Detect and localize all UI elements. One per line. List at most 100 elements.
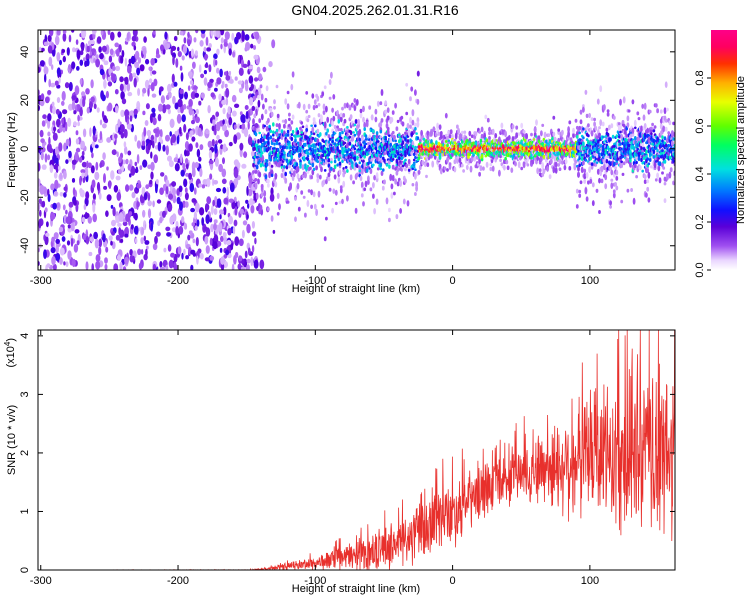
spectrogram-cell	[406, 139, 410, 143]
spectrogram-cell	[176, 113, 182, 124]
spectrogram-cell	[142, 209, 146, 218]
spectrogram-cell	[222, 143, 227, 153]
spectrogram-cell	[611, 134, 615, 139]
spectrogram-cell	[340, 136, 343, 140]
spectrogram-cell	[255, 108, 258, 116]
spectrogram-cell	[270, 215, 274, 222]
spectrogram-cell	[510, 167, 514, 173]
spectrogram-cell	[435, 140, 438, 145]
spectrogram-cell	[341, 198, 344, 205]
spectrogram-cell	[201, 217, 205, 226]
spectrogram-cell	[409, 96, 412, 102]
spectrogram-cell	[538, 168, 542, 173]
spectrogram-cell	[498, 169, 501, 177]
spectrogram-cell	[180, 72, 184, 82]
spectrogram-cell	[372, 163, 375, 167]
spectrogram-cell	[382, 168, 385, 172]
spectrogram-cell	[417, 169, 421, 175]
spectrogram-cell	[228, 48, 232, 56]
spectrogram-cell	[182, 200, 186, 208]
spectrogram-cell	[384, 139, 388, 143]
spectrogram-cell	[148, 84, 152, 90]
spectrogram-cell	[647, 171, 651, 179]
spectrogram-cell	[341, 130, 344, 135]
spectrogram-cell	[354, 119, 358, 124]
spectrogram-cell	[224, 118, 228, 125]
spectrogram-cell	[263, 140, 267, 146]
spectrogram-cell	[290, 83, 294, 91]
spectrogram-cell	[187, 31, 190, 38]
spectrogram-cell	[315, 208, 318, 216]
spectrogram-cell	[331, 107, 334, 113]
spectrogram-cell	[618, 139, 621, 144]
spectrogram-cell	[132, 72, 137, 78]
spectrogram-cell	[460, 163, 464, 168]
spectrogram-cell	[263, 124, 267, 128]
spectrogram-cell	[75, 138, 80, 145]
spectrogram-cell	[262, 66, 267, 73]
spectrogram-cell	[541, 123, 545, 127]
spectrogram-cell	[404, 158, 407, 162]
spectrogram-cell	[300, 133, 304, 136]
spectrogram-cell	[285, 198, 289, 202]
spectrogram-cell	[275, 128, 279, 133]
spectrogram-cell	[147, 208, 152, 219]
spectrogram-cell	[480, 126, 484, 133]
spectrogram-cell	[81, 91, 86, 97]
spectrogram-cell	[600, 166, 604, 173]
spectrogram-cell	[264, 174, 268, 179]
spectrogram-cell	[185, 255, 190, 260]
spectrogram-cell	[252, 170, 255, 174]
spectrogram-cell	[260, 151, 264, 155]
spectrogram-cell	[111, 149, 117, 156]
spectrogram-cell	[253, 127, 257, 132]
spectrogram-cell	[194, 50, 198, 56]
spectrogram-cell	[95, 254, 101, 263]
spectrogram-cell	[478, 171, 481, 177]
spectrogram-cell	[504, 130, 507, 138]
spectrogram-cell	[205, 36, 209, 46]
spectrogram-cell	[262, 103, 265, 110]
spectrogram-cell	[645, 149, 648, 155]
spectrogram-cell	[173, 35, 178, 42]
spectrogram-cell	[410, 86, 414, 92]
spectrogram-cell	[180, 153, 183, 164]
spectrogram-cell	[268, 124, 271, 129]
spectrogram-cell	[353, 133, 357, 137]
spectrogram-cell	[41, 201, 46, 208]
spectrogram-cell	[43, 66, 49, 75]
spectrogram-cell	[39, 209, 42, 217]
spectrogram-cell	[316, 177, 320, 183]
spectrogram-cell	[269, 135, 273, 140]
spectrogram-cell	[595, 161, 599, 164]
spectrogram-cell	[105, 210, 109, 217]
spectrogram-cell	[316, 95, 320, 102]
spectrogram-cell	[512, 141, 516, 146]
spectrogram-cell	[40, 151, 44, 161]
spectrogram-cell	[151, 112, 156, 118]
spectrogram-cell	[613, 144, 616, 148]
spectrogram-cell	[221, 124, 227, 132]
spectrogram-cell	[617, 122, 621, 126]
spectrogram-cell	[445, 140, 448, 143]
spectrogram-cell	[85, 235, 90, 245]
spectrogram-cell	[53, 172, 58, 179]
spectrogram-cell	[103, 173, 106, 184]
spectrogram-cell	[75, 147, 81, 153]
spectrogram-cell	[190, 264, 194, 270]
spectrogram-cell	[81, 216, 86, 223]
spectrogram-cell	[96, 181, 101, 191]
spectrogram-cell	[409, 124, 412, 129]
spectrogram-cell	[391, 158, 395, 161]
spectrogram-cell	[609, 137, 612, 142]
spectrogram-cell	[136, 201, 140, 208]
spectrogram-cell	[576, 134, 579, 139]
spectrogram-cell	[643, 123, 647, 129]
spectrogram-cell	[386, 129, 390, 137]
spectrogram-cell	[591, 200, 595, 207]
spectrogram-cell	[374, 143, 378, 148]
spectrogram-cell	[519, 144, 522, 148]
spectrogram-cell	[312, 132, 316, 136]
spectrogram-cell	[76, 240, 80, 246]
spectrogram-cell	[439, 134, 443, 139]
